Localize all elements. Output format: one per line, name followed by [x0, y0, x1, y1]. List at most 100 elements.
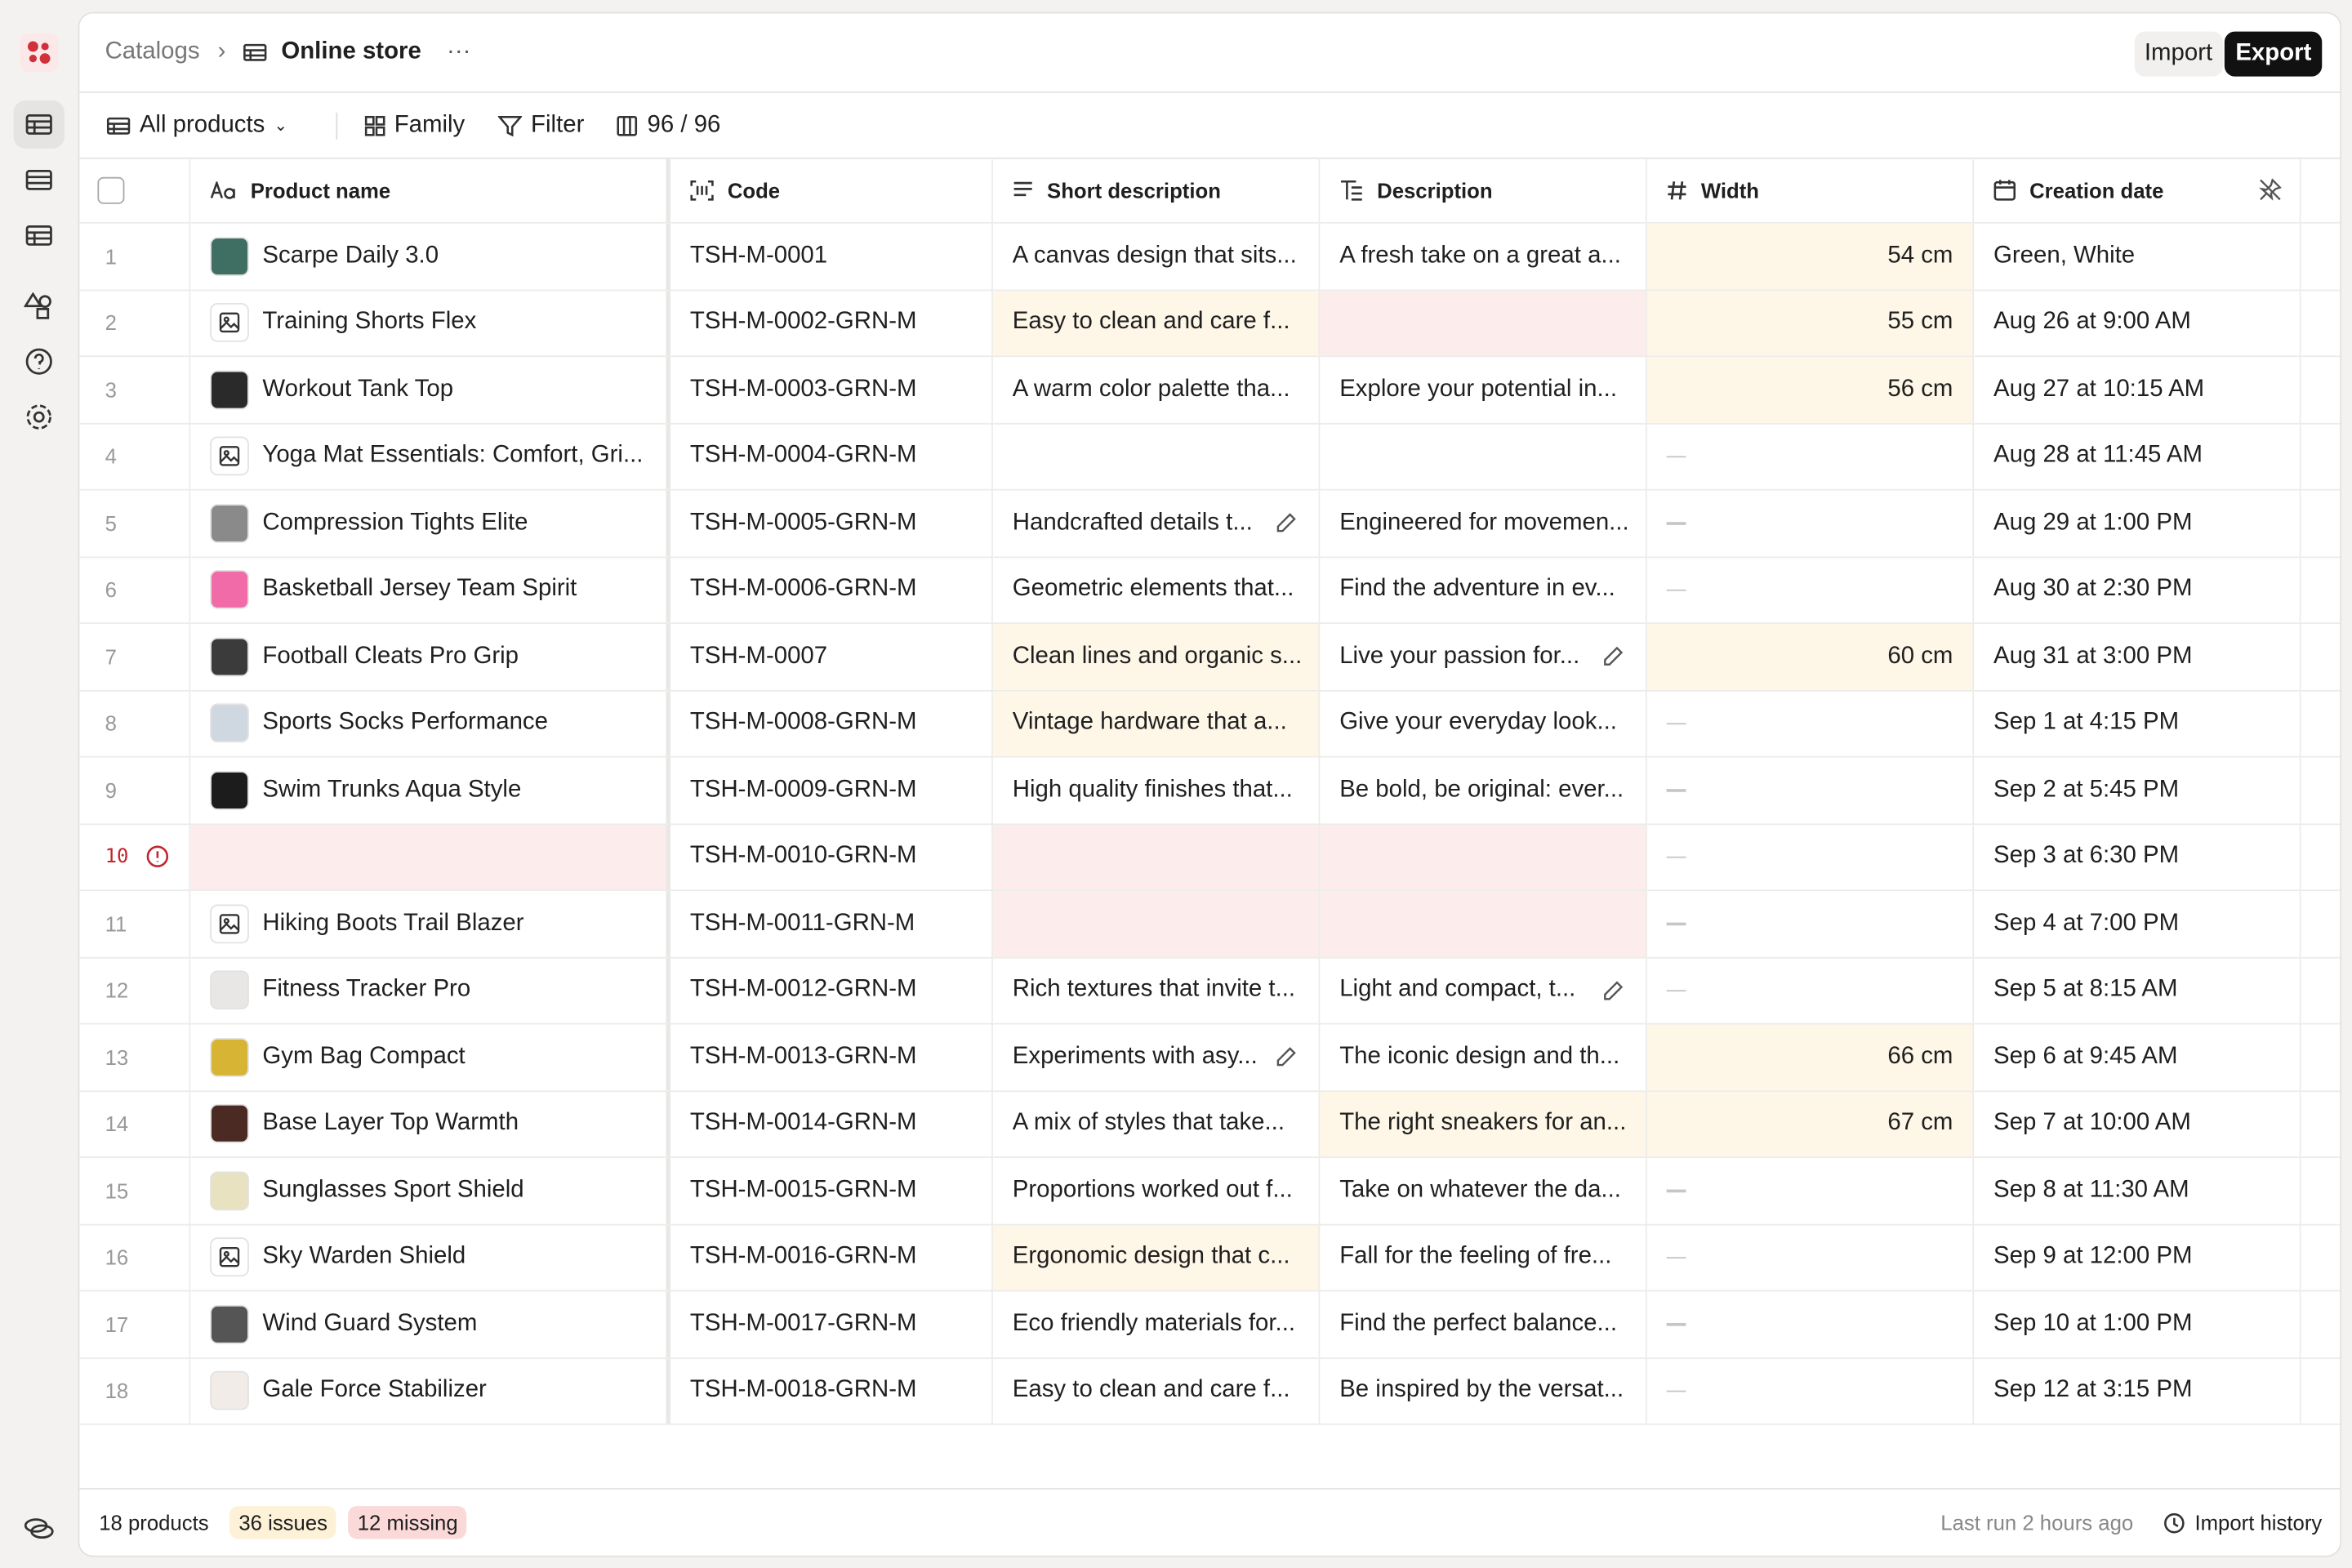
product-thumbnail	[210, 370, 249, 409]
created-cell: Sep 2 at 5:45 PM	[1974, 757, 2301, 823]
code-cell: TSH-M-0018-GRN-M	[670, 1358, 993, 1424]
description: Find the perfect balance...	[1339, 1310, 1617, 1337]
width-cell	[1647, 490, 1975, 556]
name-cell: Basketball Jersey Team Spirit	[190, 557, 671, 623]
name: Wind Guard System	[262, 1310, 478, 1337]
nav-list[interactable]	[14, 212, 65, 260]
row-number-cell: 8	[79, 690, 191, 756]
table-row[interactable]: 8 Sports Socks Performance TSH-M-0008-GRN-…	[79, 690, 2341, 758]
table-row[interactable]: 13 Gym Bag Compact TSH-M-0013-GRN-M Experim…	[79, 1024, 2341, 1092]
short-cell: Easy to clean and care f...	[992, 290, 1321, 356]
column-title: Creation date	[2029, 177, 2164, 203]
code-cell: TSH-M-0003-GRN-M	[670, 357, 993, 423]
row-number-cell: 9	[79, 757, 191, 823]
code: TSH-M-0007	[689, 643, 828, 669]
overflow-cell	[2301, 758, 2341, 823]
family-label: Family	[394, 111, 466, 138]
code-cell: TSH-M-0017-GRN-M	[670, 1291, 993, 1357]
more-button[interactable]: ···	[447, 38, 471, 65]
family-button[interactable]: Family	[364, 112, 465, 139]
edit-icon[interactable]	[1602, 979, 1625, 1002]
column-header[interactable]: Width	[1647, 157, 1975, 222]
column-header[interactable]: Creation date	[1974, 157, 2301, 222]
columns-button[interactable]: 96 / 96	[617, 112, 720, 139]
width-cell: 55 cm	[1646, 290, 1975, 356]
image-placeholder	[210, 904, 249, 943]
nav-table[interactable]	[14, 156, 65, 204]
breadcrumb[interactable]: Catalogs	[105, 38, 200, 65]
view-selector[interactable]: All products ⌄	[106, 112, 287, 139]
filter-button[interactable]: Filter	[497, 112, 584, 139]
checkbox[interactable]	[97, 176, 125, 203]
short: Clean lines and organic s...	[1012, 643, 1303, 669]
short-cell: A warm color palette tha...	[993, 357, 1321, 423]
table-row[interactable]: 7 Football Cleats Pro Grip TSH-M-0007 Clean…	[79, 624, 2341, 691]
table-row[interactable]: 2 Training Shorts Flex TSH-M-0002-GRN-M Eas…	[79, 290, 2341, 358]
created: Sep 12 at 3:15 PM	[1993, 1377, 2193, 1403]
empty-dash	[1666, 789, 1686, 791]
short-cell	[993, 423, 1321, 489]
table-row[interactable]: 6 Basketball Jersey Team Spirit TSH-M-0006…	[79, 557, 2341, 625]
divider	[336, 111, 337, 139]
row-number-cell: 18	[79, 1358, 191, 1424]
table-row[interactable]: 15 Sunglasses Sport Shield TSH-M-0015-GRN-…	[79, 1157, 2341, 1225]
row-number-cell: 10	[79, 824, 191, 890]
table-row[interactable]: 1 Scarpe Daily 3.0 TSH-M-0001 A canvas desi…	[79, 223, 2341, 291]
nav-shapes[interactable]	[14, 282, 65, 330]
product-thumbnail	[210, 570, 249, 610]
footer: 18 products 36 issues 12 missing Last ru…	[79, 1488, 2341, 1556]
row-number: 14	[105, 1111, 129, 1136]
import-button[interactable]: Import	[2134, 31, 2224, 77]
short: Experiments with asy...	[1012, 1043, 1258, 1070]
nav-catalogs[interactable]	[13, 100, 65, 149]
empty-dash	[1666, 1256, 1686, 1259]
table-row[interactable]: 3 Workout Tank Top TSH-M-0003-GRN-M A warm …	[79, 357, 2341, 424]
nav-settings[interactable]	[14, 393, 65, 441]
table-row[interactable]: 17 Wind Guard System TSH-M-0017-GRN-M Eco f…	[79, 1291, 2341, 1359]
column-header[interactable]: Product name	[190, 157, 671, 222]
table-row[interactable]: 12 Fitness Tracker Pro TSH-M-0012-GRN-M Ric…	[79, 957, 2341, 1025]
table-row[interactable]: 5 Compression Tights Elite TSH-M-0005-GRN-…	[79, 490, 2341, 558]
description-cell: Give your everyday look...	[1320, 690, 1647, 756]
description: Be inspired by the versat...	[1339, 1377, 1624, 1403]
name: Basketball Jersey Team Spirit	[262, 576, 577, 602]
description: Take on whatever the da...	[1339, 1177, 1621, 1203]
table-row[interactable]: 14 Base Layer Top Warmth TSH-M-0014-GRN-M A…	[79, 1091, 2341, 1158]
pin-icon[interactable]	[2259, 178, 2282, 202]
short: Vintage hardware that a...	[1012, 710, 1287, 736]
edit-icon[interactable]	[1275, 1046, 1298, 1069]
width-cell: 67 cm	[1646, 1091, 1975, 1157]
created: Sep 8 at 11:30 AM	[1993, 1177, 2189, 1203]
missing-badge[interactable]: 12 missing	[348, 1506, 467, 1539]
column-header[interactable]	[2301, 158, 2341, 222]
nav-help[interactable]	[14, 337, 65, 385]
overflow-cell	[2301, 891, 2341, 956]
row-number-cell: 5	[79, 490, 191, 556]
product-thumbnail	[210, 970, 249, 1010]
column-icon	[1339, 179, 1363, 200]
overflow-cell	[2301, 424, 2341, 489]
edit-icon[interactable]	[1602, 645, 1625, 668]
table-row[interactable]: 4 Yoga Mat Essentials: Comfort, Gri... TSH…	[79, 423, 2341, 491]
edit-icon[interactable]	[1275, 512, 1298, 535]
table-row[interactable]: 9 Swim Trunks Aqua Style TSH-M-0009-GRN-M H…	[79, 757, 2341, 825]
issues-badge[interactable]: 36 issues	[229, 1506, 337, 1539]
nav-coins[interactable]	[14, 1504, 65, 1552]
column-header[interactable]: Short description	[993, 157, 1321, 222]
empty-dash	[1666, 455, 1686, 458]
image-placeholder	[210, 1237, 249, 1277]
import-history[interactable]: Import history	[2163, 1511, 2322, 1535]
table-row[interactable]: 16 Sky Warden Shield TSH-M-0016-GRN-M Ergon…	[79, 1224, 2341, 1292]
code: TSH-M-0002-GRN-M	[689, 309, 917, 336]
table-row[interactable]: 18 Gale Force Stabilizer TSH-M-0018-GRN-M E…	[79, 1358, 2341, 1425]
description: Explore your potential in...	[1339, 376, 1617, 402]
table-row[interactable]: 11 Hiking Boots Trail Blazer TSH-M-0011-GR…	[79, 891, 2341, 958]
image-placeholder	[210, 303, 249, 343]
name-cell: Wind Guard System	[190, 1291, 671, 1357]
column-header[interactable]: Code	[670, 157, 993, 222]
column-header[interactable]: Description	[1320, 157, 1647, 222]
short-cell: Experiments with asy...	[993, 1024, 1321, 1090]
table-row[interactable]: 10 TSH-M-0010-GRN-M Sep 3 at 6:30 PM	[79, 824, 2341, 892]
export-button[interactable]: Export	[2225, 31, 2323, 77]
name: Football Cleats Pro Grip	[262, 643, 519, 669]
